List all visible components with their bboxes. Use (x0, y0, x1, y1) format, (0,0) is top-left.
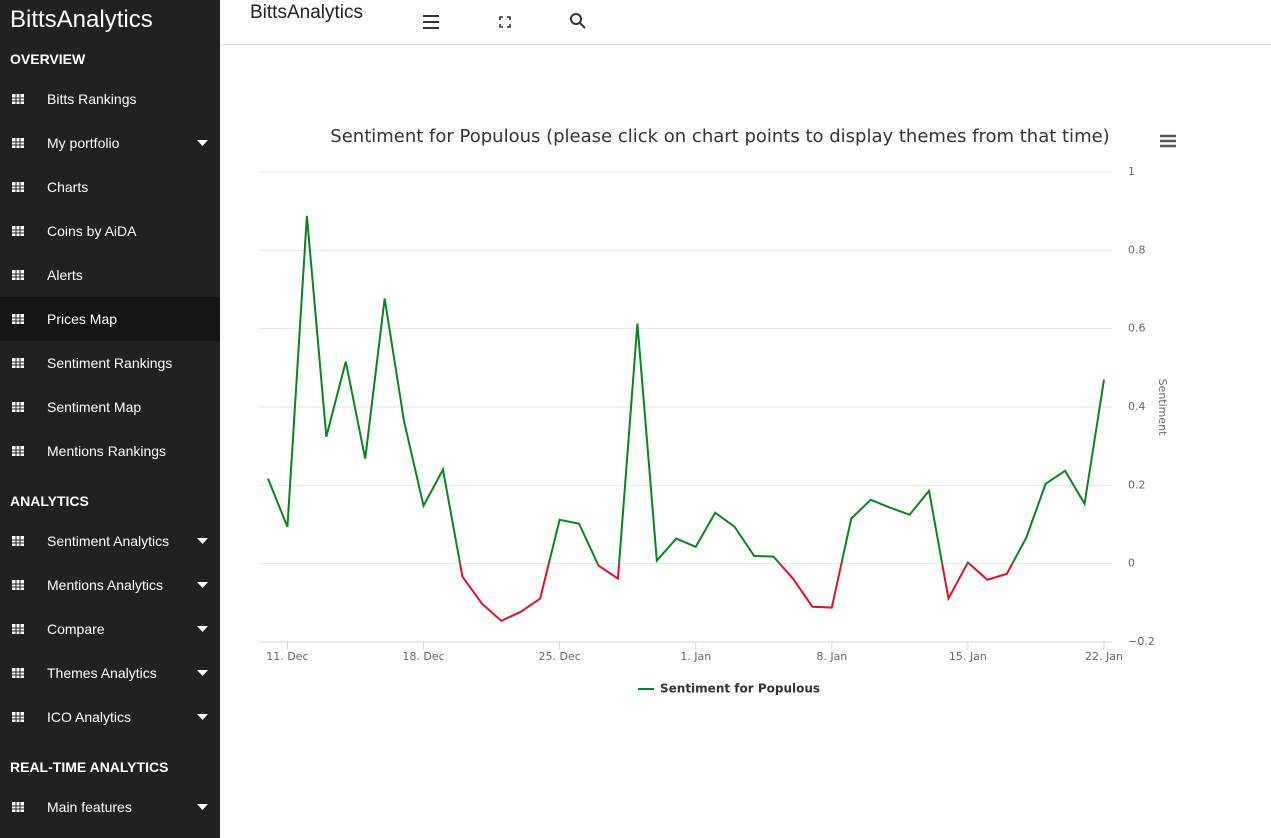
nav-label: My portfolio (47, 135, 120, 151)
x-tick-label: 18. Dec (402, 650, 444, 663)
nav-item[interactable]: Compare (0, 607, 220, 651)
nav-icon (12, 138, 24, 148)
nav-item[interactable]: My portfolio (0, 121, 220, 165)
nav-item[interactable]: Coins by AiDA (0, 209, 220, 253)
legend-label: Sentiment for Populous (660, 682, 820, 696)
section-title: ANALYTICS (10, 493, 89, 509)
top-bar: BittsAnalytics (220, 0, 1271, 45)
series-line (267, 215, 1105, 564)
expand-arrow (197, 582, 208, 588)
y-axis-title: Sentiment (1156, 379, 1169, 437)
expand-arrow (197, 626, 208, 632)
nav-icon (12, 580, 24, 590)
section-title: OVERVIEW (10, 51, 86, 67)
y-tick-label: −0.2 (1128, 635, 1155, 648)
nav-label: Bitts Rankings (47, 91, 137, 107)
nav-label: Charts (47, 179, 89, 195)
brand[interactable]: BittsAnalytics (10, 6, 153, 33)
nav-item[interactable]: Alerts (0, 253, 220, 297)
nav-label: Coins by AiDA (47, 223, 137, 239)
nav-label: Themes Analytics (47, 665, 157, 681)
nav-label: Mentions Analytics (47, 577, 163, 593)
nav-item[interactable]: Bitts Rankings (0, 77, 220, 121)
nav-label: Alerts (47, 267, 83, 283)
expand-arrow (197, 140, 208, 146)
nav-icon (12, 270, 24, 280)
nav-icon (12, 182, 24, 192)
top-brand: BittsAnalytics (250, 2, 363, 23)
y-tick-label: 0 (1128, 557, 1135, 570)
x-tick-label: 22. Jan (1085, 650, 1123, 663)
nav-label: Sentiment Analytics (47, 533, 170, 549)
y-tick-label: 0.8 (1128, 243, 1146, 256)
nav-label: ICO Analytics (47, 709, 132, 725)
x-tick-label: 25. Dec (538, 650, 580, 663)
chart-title: Sentiment for Populous (please click on … (330, 126, 1109, 147)
nav-icon (12, 446, 24, 456)
nav-icon (12, 712, 24, 722)
nav-item[interactable]: Mentions Analytics (0, 563, 220, 607)
expand-arrow (197, 538, 208, 544)
nav-item[interactable]: Prices Map (0, 297, 220, 341)
x-tick-label: 11. Dec (266, 650, 308, 663)
expand-arrow (197, 804, 208, 810)
chart: Sentiment for Populous (please click on … (259, 126, 1176, 696)
y-tick-label: 0.6 (1128, 322, 1146, 335)
nav-item[interactable]: Mentions Rankings (0, 429, 220, 473)
expand-arrow (197, 670, 208, 676)
x-tick-label: 8. Jan (816, 650, 847, 663)
nav-icon (12, 314, 24, 324)
nav-item[interactable]: Charts (0, 165, 220, 209)
nav-label: Sentiment Map (47, 399, 142, 415)
nav-icon (12, 94, 24, 104)
nav-item[interactable]: Sentiment Analytics (0, 519, 220, 563)
nav-label: Sentiment Rankings (47, 355, 173, 371)
nav-item[interactable]: Sentiment Rankings (0, 341, 220, 385)
nav-label: Mentions Rankings (47, 443, 167, 459)
nav-icon (12, 358, 24, 368)
search-button[interactable] (569, 12, 587, 30)
nav-icon (12, 668, 24, 678)
x-tick-label: 1. Jan (680, 650, 711, 663)
y-tick-label: 0.4 (1128, 400, 1146, 413)
fullscreen-button[interactable] (497, 14, 513, 30)
nav-label: Compare (47, 621, 105, 637)
x-tick-label: 15. Jan (949, 650, 987, 663)
chart-menu[interactable] (1160, 134, 1176, 148)
nav-item[interactable]: Sentiment Map (0, 385, 220, 429)
nav-item[interactable]: Themes Analytics (0, 651, 220, 695)
nav-icon (12, 536, 24, 546)
series-line-negative (459, 563, 1014, 623)
nav-icon (12, 624, 24, 634)
nav-icon (12, 402, 24, 412)
nav-icon (12, 802, 24, 812)
y-tick-label: 0.2 (1128, 478, 1146, 491)
sidebar: BittsAnalytics OVERVIEW Bitts Rankings My … (0, 0, 220, 838)
nav-icon (12, 226, 24, 236)
menu-button[interactable] (421, 12, 441, 32)
nav-label: Main features (47, 799, 132, 815)
nav-label: Prices Map (47, 311, 118, 327)
y-tick-label: 1 (1128, 165, 1135, 178)
nav-item[interactable]: Main features (0, 785, 220, 829)
section-title: REAL-TIME ANALYTICS (10, 759, 169, 775)
nav-item[interactable]: ICO Analytics (0, 695, 220, 739)
expand-arrow (197, 714, 208, 720)
